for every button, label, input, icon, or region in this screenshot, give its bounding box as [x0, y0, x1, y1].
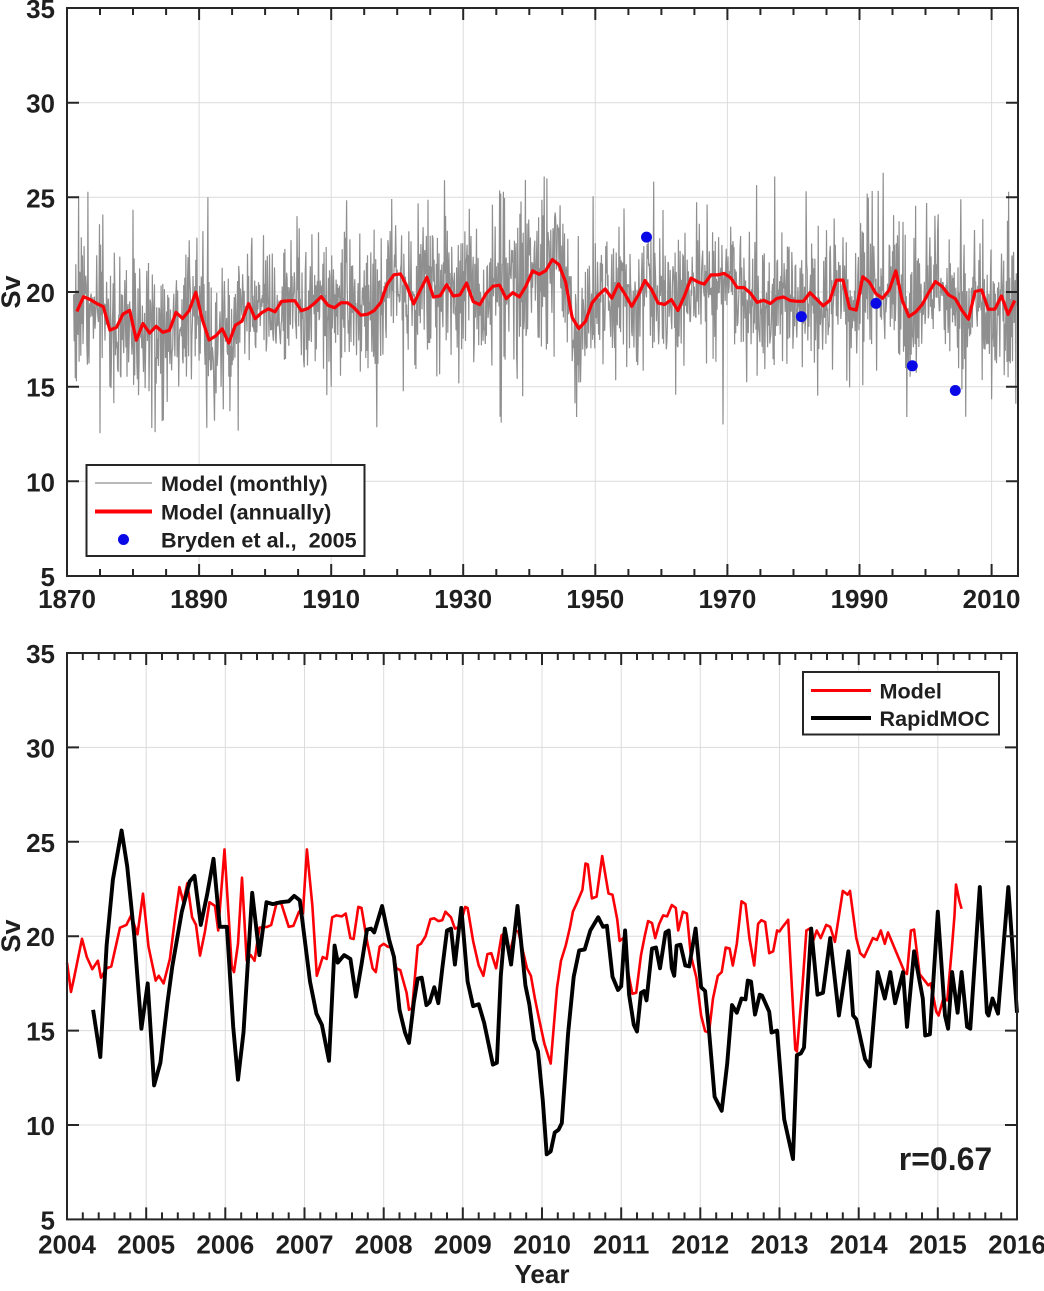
svg-text:20: 20	[26, 278, 55, 308]
svg-text:2013: 2013	[751, 1229, 809, 1259]
svg-text:2012: 2012	[671, 1229, 729, 1259]
svg-text:2007: 2007	[276, 1229, 334, 1259]
svg-text:30: 30	[26, 733, 55, 763]
svg-text:r=0.67: r=0.67	[899, 1141, 992, 1177]
svg-text:10: 10	[26, 1111, 55, 1141]
svg-text:2016: 2016	[988, 1229, 1044, 1259]
svg-text:2015: 2015	[909, 1229, 967, 1259]
svg-text:15: 15	[26, 373, 55, 403]
svg-text:1990: 1990	[831, 584, 889, 614]
svg-text:1950: 1950	[566, 584, 624, 614]
svg-text:1890: 1890	[170, 584, 228, 614]
svg-text:Model (monthly): Model (monthly)	[161, 471, 328, 496]
svg-text:10: 10	[26, 467, 55, 497]
svg-text:35: 35	[26, 0, 55, 24]
svg-text:Year: Year	[515, 1259, 570, 1286]
svg-text:25: 25	[26, 183, 55, 213]
svg-text:15: 15	[26, 1017, 55, 1047]
svg-text:2005: 2005	[117, 1229, 175, 1259]
svg-text:2011: 2011	[593, 1229, 649, 1259]
svg-text:25: 25	[26, 828, 55, 858]
svg-text:Bryden et al., 2005: Bryden et al., 2005	[161, 528, 357, 553]
svg-text:1910: 1910	[302, 584, 360, 614]
svg-text:1930: 1930	[434, 584, 492, 614]
svg-text:2008: 2008	[355, 1229, 413, 1259]
svg-text:5: 5	[41, 1205, 55, 1235]
svg-text:1970: 1970	[698, 584, 756, 614]
svg-text:2004: 2004	[38, 1229, 96, 1259]
svg-text:30: 30	[26, 89, 55, 119]
svg-text:2010: 2010	[963, 584, 1021, 614]
svg-text:RapidMOC: RapidMOC	[880, 706, 990, 731]
svg-text:2009: 2009	[434, 1229, 492, 1259]
svg-text:2010: 2010	[513, 1229, 571, 1259]
svg-text:35: 35	[26, 639, 55, 669]
svg-text:1870: 1870	[38, 584, 96, 614]
svg-text:Sv: Sv	[0, 275, 26, 308]
svg-text:Model (annually): Model (annually)	[161, 500, 331, 525]
svg-text:Sv: Sv	[0, 919, 26, 952]
svg-text:20: 20	[26, 922, 55, 952]
svg-text:Model: Model	[880, 679, 942, 704]
svg-text:2006: 2006	[196, 1229, 254, 1259]
svg-text:2014: 2014	[830, 1229, 888, 1259]
svg-text:5: 5	[41, 562, 55, 592]
